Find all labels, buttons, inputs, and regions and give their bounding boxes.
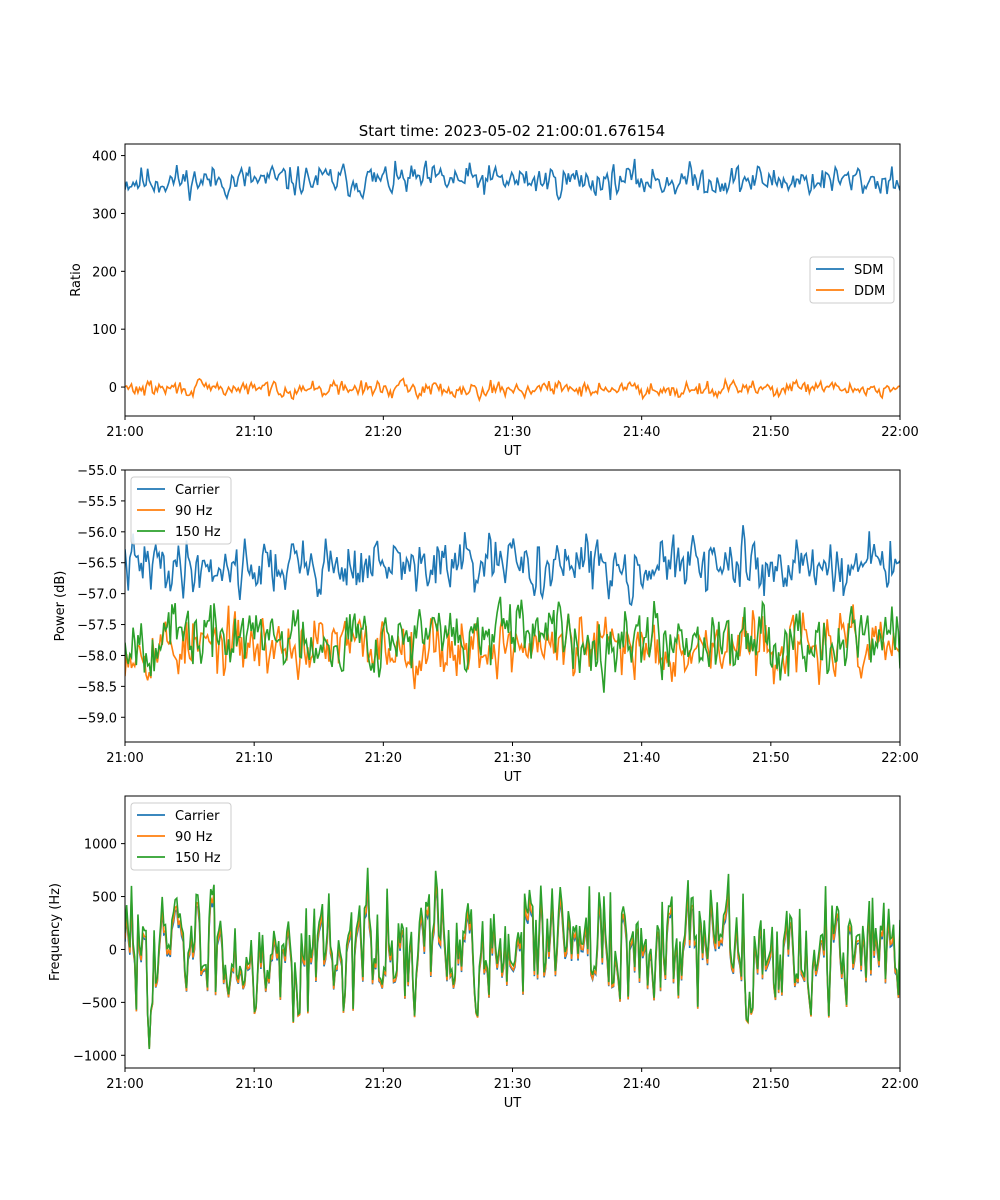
x-tick-label: 21:10	[235, 425, 272, 440]
x-tick-label: 21:30	[494, 425, 531, 440]
series-line-150-hz	[125, 596, 900, 693]
x-tick-label: 21:50	[752, 751, 789, 766]
panel-2: 21:00 21:10 21:20 21:30 21:40 21:50 22:00 UT −59…	[53, 464, 919, 785]
x-tick-label: 22:00	[881, 751, 918, 766]
y-tick-label: −55.0	[77, 464, 117, 479]
x-tick-label: 21:30	[494, 1077, 531, 1092]
y-tick-label: 300	[92, 207, 117, 222]
series-line-ddm	[125, 376, 900, 403]
series-line-sdm	[125, 158, 900, 201]
series-line-carrier	[125, 525, 900, 607]
panels: 21:00 21:10 21:20 21:30 21:40 21:50 22:00 UT 0 10…	[48, 143, 919, 1111]
y-axis-label: Power (dB)	[53, 571, 68, 642]
y-tick-label: 400	[92, 150, 117, 165]
x-tick-label: 22:00	[881, 1077, 918, 1092]
panel-1: 21:00 21:10 21:20 21:30 21:40 21:50 22:00 UT 0 10…	[69, 143, 919, 459]
y-tick-label: −58.5	[77, 680, 117, 695]
x-tick-label: 21:00	[106, 425, 143, 440]
y-tick-label: 0	[109, 943, 117, 958]
x-tick-label: 21:10	[235, 1077, 272, 1092]
x-tick-label: 21:10	[235, 751, 272, 766]
legend-entry: 150 Hz	[175, 525, 221, 540]
x-tick-label: 22:00	[881, 425, 918, 440]
y-tick-label: −55.5	[77, 495, 117, 510]
y-tick-label: −56.0	[77, 526, 117, 541]
legend-entry: Carrier	[175, 809, 220, 824]
y-tick-label: −500	[81, 996, 117, 1011]
legend: Carrier 90 Hz 150 Hz	[130, 802, 232, 871]
x-tick-label: 21:20	[365, 425, 402, 440]
series-line-150-hz	[125, 867, 900, 1050]
legend-box	[130, 802, 232, 871]
x-tick-label: 21:30	[494, 751, 531, 766]
y-axis-label: Frequency (Hz)	[48, 883, 63, 981]
legend-entry: Carrier	[175, 483, 220, 498]
y-tick-label: 200	[92, 265, 117, 280]
legend-entry: 90 Hz	[175, 504, 212, 519]
y-tick-label: −59.0	[77, 711, 117, 726]
panel-3: 21:00 21:10 21:20 21:30 21:40 21:50 22:00 UT −10…	[48, 795, 919, 1111]
y-tick-label: −57.0	[77, 588, 117, 603]
y-axis-label: Ratio	[69, 263, 84, 296]
x-axis-label: UT	[504, 444, 522, 459]
x-tick-label: 21:40	[623, 751, 660, 766]
legend-box	[130, 476, 232, 545]
x-axis-label: UT	[504, 770, 522, 785]
y-tick-label: 0	[109, 381, 117, 396]
x-axis-label: UT	[504, 1096, 522, 1111]
legend-entry: 150 Hz	[175, 851, 221, 866]
legend-entry: DDM	[854, 284, 885, 299]
legend-entry: SDM	[854, 263, 883, 278]
y-tick-label: 100	[92, 323, 117, 338]
y-tick-label: −56.5	[77, 557, 117, 572]
x-tick-label: 21:20	[365, 751, 402, 766]
y-tick-label: −57.5	[77, 619, 117, 634]
x-tick-label: 21:40	[623, 425, 660, 440]
x-tick-label: 21:00	[106, 751, 143, 766]
y-tick-label: −1000	[73, 1049, 117, 1064]
x-tick-label: 21:50	[752, 1077, 789, 1092]
x-tick-label: 21:20	[365, 1077, 402, 1092]
y-tick-label: −58.0	[77, 649, 117, 664]
x-tick-label: 21:40	[623, 1077, 660, 1092]
figure-title: Start time: 2023-05-02 21:00:01.676154	[359, 122, 665, 140]
y-tick-label: 500	[92, 891, 117, 906]
y-tick-label: 1000	[84, 838, 117, 853]
x-tick-label: 21:50	[752, 425, 789, 440]
legend: SDM DDM	[809, 256, 895, 304]
legend: Carrier 90 Hz 150 Hz	[130, 476, 232, 545]
x-tick-label: 21:00	[106, 1077, 143, 1092]
legend-entry: 90 Hz	[175, 830, 212, 845]
